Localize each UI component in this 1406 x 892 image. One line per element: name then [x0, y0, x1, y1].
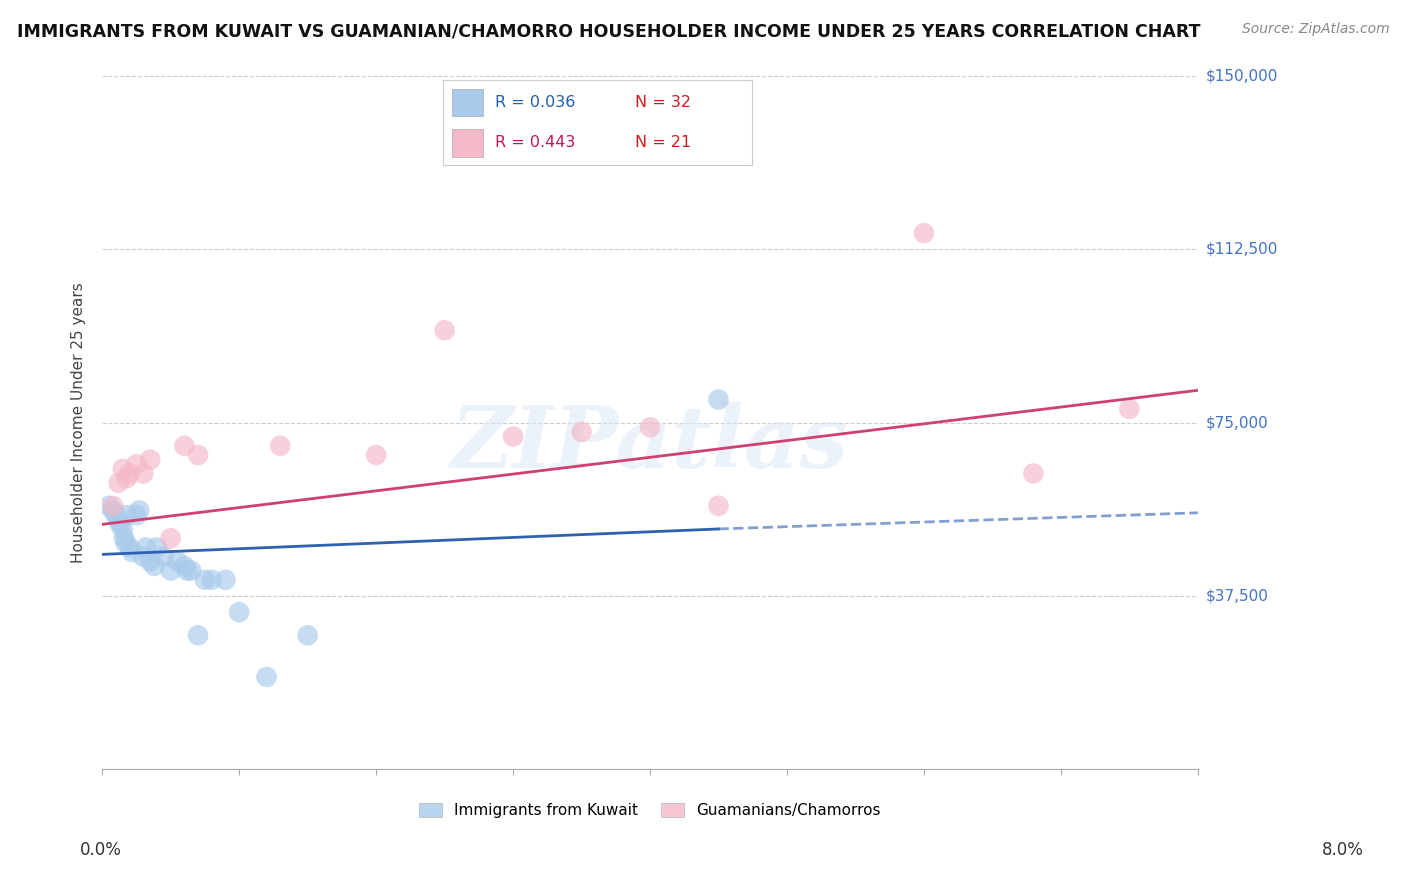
Point	[187, 448, 209, 462]
Point	[115, 471, 138, 485]
Point	[638, 420, 661, 434]
Point	[159, 531, 181, 545]
Text: $37,500: $37,500	[1206, 589, 1270, 604]
Point	[112, 531, 135, 545]
Point	[707, 392, 730, 407]
Legend: Immigrants from Kuwait, Guamanians/Chamorros: Immigrants from Kuwait, Guamanians/Chamo…	[413, 797, 887, 824]
Text: N = 21: N = 21	[634, 136, 690, 151]
Text: $150,000: $150,000	[1206, 69, 1278, 84]
Point	[1022, 467, 1045, 481]
Point	[187, 628, 209, 642]
Text: R = 0.036: R = 0.036	[495, 95, 576, 110]
Point	[502, 429, 524, 443]
Point	[111, 522, 134, 536]
Point	[143, 558, 166, 573]
Point	[101, 503, 124, 517]
Text: Source: ZipAtlas.com: Source: ZipAtlas.com	[1241, 22, 1389, 37]
Y-axis label: Householder Income Under 25 years: Householder Income Under 25 years	[72, 282, 86, 563]
Point	[194, 573, 217, 587]
Point	[139, 554, 162, 568]
Point	[707, 499, 730, 513]
Text: 8.0%: 8.0%	[1322, 840, 1364, 858]
Point	[571, 425, 593, 439]
Point	[159, 564, 181, 578]
Text: IMMIGRANTS FROM KUWAIT VS GUAMANIAN/CHAMORRO HOUSEHOLDER INCOME UNDER 25 YEARS C: IMMIGRANTS FROM KUWAIT VS GUAMANIAN/CHAM…	[17, 22, 1201, 40]
Text: $112,500: $112,500	[1206, 242, 1278, 257]
FancyBboxPatch shape	[453, 129, 484, 157]
Point	[111, 462, 134, 476]
Point	[912, 226, 935, 240]
Point	[269, 439, 291, 453]
Point	[132, 549, 155, 564]
Point	[433, 323, 456, 337]
Point	[176, 564, 198, 578]
Point	[1118, 401, 1140, 416]
Point	[153, 549, 176, 564]
Point	[228, 605, 250, 619]
Point	[118, 467, 141, 481]
Point	[121, 545, 143, 559]
Text: 0.0%: 0.0%	[80, 840, 122, 858]
Point	[107, 475, 129, 490]
Point	[146, 541, 169, 555]
FancyBboxPatch shape	[453, 89, 484, 116]
Point	[128, 503, 150, 517]
Point	[297, 628, 319, 642]
Point	[214, 573, 236, 587]
Point	[166, 554, 188, 568]
Point	[180, 564, 202, 578]
Point	[173, 439, 195, 453]
Text: ZIPatlas: ZIPatlas	[451, 401, 849, 485]
Point	[107, 513, 129, 527]
Point	[135, 541, 157, 555]
Point	[101, 499, 124, 513]
Point	[201, 573, 224, 587]
Point	[115, 508, 138, 522]
Point	[173, 558, 195, 573]
Point	[125, 508, 148, 522]
Point	[114, 536, 136, 550]
Text: $75,000: $75,000	[1206, 415, 1268, 430]
Point	[139, 452, 162, 467]
Point	[256, 670, 278, 684]
Point	[104, 508, 127, 522]
Point	[132, 467, 155, 481]
Point	[108, 517, 131, 532]
Point	[125, 457, 148, 471]
Point	[98, 499, 121, 513]
Text: R = 0.443: R = 0.443	[495, 136, 576, 151]
Point	[366, 448, 388, 462]
Point	[118, 541, 141, 555]
Text: N = 32: N = 32	[634, 95, 690, 110]
